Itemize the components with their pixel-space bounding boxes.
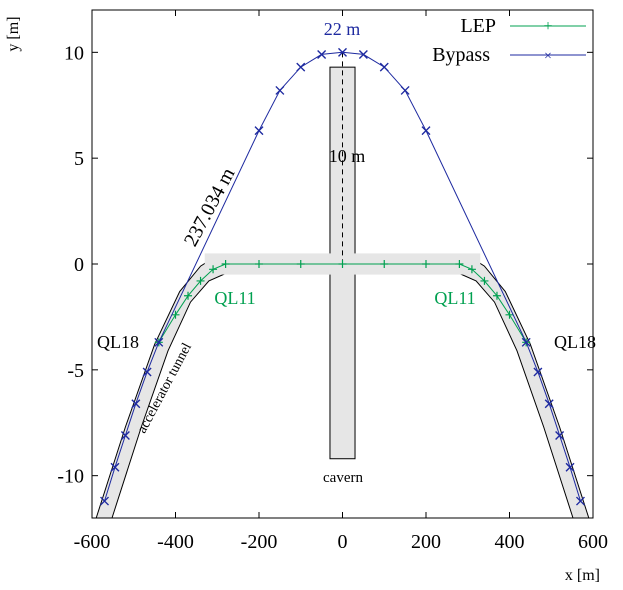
marker-bypass-10 bbox=[338, 47, 347, 57]
chord-length-label: 237.034 m bbox=[180, 164, 240, 250]
marker-bypass-11 bbox=[358, 49, 368, 59]
marker-bypass-17 bbox=[544, 399, 554, 409]
marker-bypass-12 bbox=[379, 62, 389, 72]
marker-bypass-14 bbox=[421, 126, 431, 136]
y-tick-label-4: 10 bbox=[64, 42, 84, 64]
marker-lep-13 bbox=[480, 276, 489, 285]
y-axis-label: y [m] bbox=[5, 16, 22, 51]
marker-lep-11 bbox=[455, 260, 464, 268]
marker-bypass-8 bbox=[296, 62, 306, 72]
marker-lep-6 bbox=[255, 260, 263, 268]
marker-lep-7 bbox=[296, 260, 305, 268]
x-tick-label-0: -600 bbox=[74, 531, 111, 553]
marker-lep-3 bbox=[196, 276, 205, 285]
marker-bypass-3 bbox=[131, 399, 141, 409]
marker-lep-8 bbox=[338, 260, 347, 268]
marker-lep-9 bbox=[380, 260, 389, 268]
marker-bypass-7 bbox=[275, 85, 285, 95]
marker-bypass-13 bbox=[400, 85, 410, 95]
y-tick-label-1: -5 bbox=[67, 360, 84, 382]
annotations: x [m] y [m] 22 m 10 m 237.034 m QL11 QL1… bbox=[5, 16, 600, 584]
x-tick-label-4: 200 bbox=[411, 531, 441, 553]
legend-label-lep: LEP bbox=[460, 15, 496, 37]
legend: LEP + Bypass × bbox=[432, 15, 586, 66]
marker-lep-15 bbox=[505, 310, 514, 319]
marker-bypass-4 bbox=[142, 367, 152, 377]
marker-lep-5 bbox=[221, 260, 230, 268]
y-tick-label-2: 0 bbox=[74, 254, 84, 276]
marker-bypass-9 bbox=[317, 49, 327, 59]
marker-lep-4 bbox=[209, 265, 218, 274]
marker-bypass-20 bbox=[575, 496, 585, 506]
x-tick-label-6: 600 bbox=[578, 531, 608, 553]
marker-lep-14 bbox=[492, 291, 501, 300]
ql18-right-label: QL18 bbox=[554, 332, 596, 352]
marker-bypass-18 bbox=[555, 430, 565, 440]
marker-bypass-1 bbox=[110, 462, 120, 472]
marker-bypass-5 bbox=[154, 337, 164, 347]
y-tick-label-0: -10 bbox=[57, 466, 84, 488]
x-tick-label-2: -200 bbox=[241, 531, 278, 553]
marker-bypass-19 bbox=[565, 462, 575, 472]
marker-bypass-2 bbox=[120, 430, 130, 440]
marker-lep-1 bbox=[171, 310, 180, 319]
x-axis-label: x [m] bbox=[565, 567, 600, 584]
marker-lep-10 bbox=[422, 260, 430, 268]
y-tick-label-3: 5 bbox=[74, 148, 84, 170]
cavern-label: cavern bbox=[323, 470, 363, 486]
marker-lep-2 bbox=[184, 291, 193, 300]
marker-bypass-15 bbox=[521, 337, 531, 347]
marker-lep-12 bbox=[467, 265, 476, 274]
x-tick-label-1: -400 bbox=[157, 531, 194, 553]
legend-label-bypass: Bypass bbox=[432, 44, 490, 66]
ticks: -600 -400 -200 0 200 400 600 -10 -5 0 5 10 bbox=[57, 10, 608, 553]
marker-bypass-6 bbox=[254, 126, 264, 136]
marker-bypass-0 bbox=[100, 496, 110, 506]
legend-marker-bypass: × bbox=[544, 49, 552, 64]
shaft-length-label: 10 m bbox=[329, 146, 366, 166]
marker-bypass-16 bbox=[533, 367, 543, 377]
x-tick-label-3: 0 bbox=[338, 531, 348, 553]
ql11-left-label: QL11 bbox=[214, 288, 255, 308]
cavern-structure bbox=[204, 52, 481, 460]
series-layer bbox=[100, 47, 585, 506]
x-tick-label-5: 400 bbox=[495, 531, 525, 553]
ql11-right-label: QL11 bbox=[434, 288, 475, 308]
top-width-label: 22 m bbox=[324, 19, 361, 39]
ql18-left-label: QL18 bbox=[97, 332, 139, 352]
legend-marker-lep: + bbox=[543, 18, 552, 35]
